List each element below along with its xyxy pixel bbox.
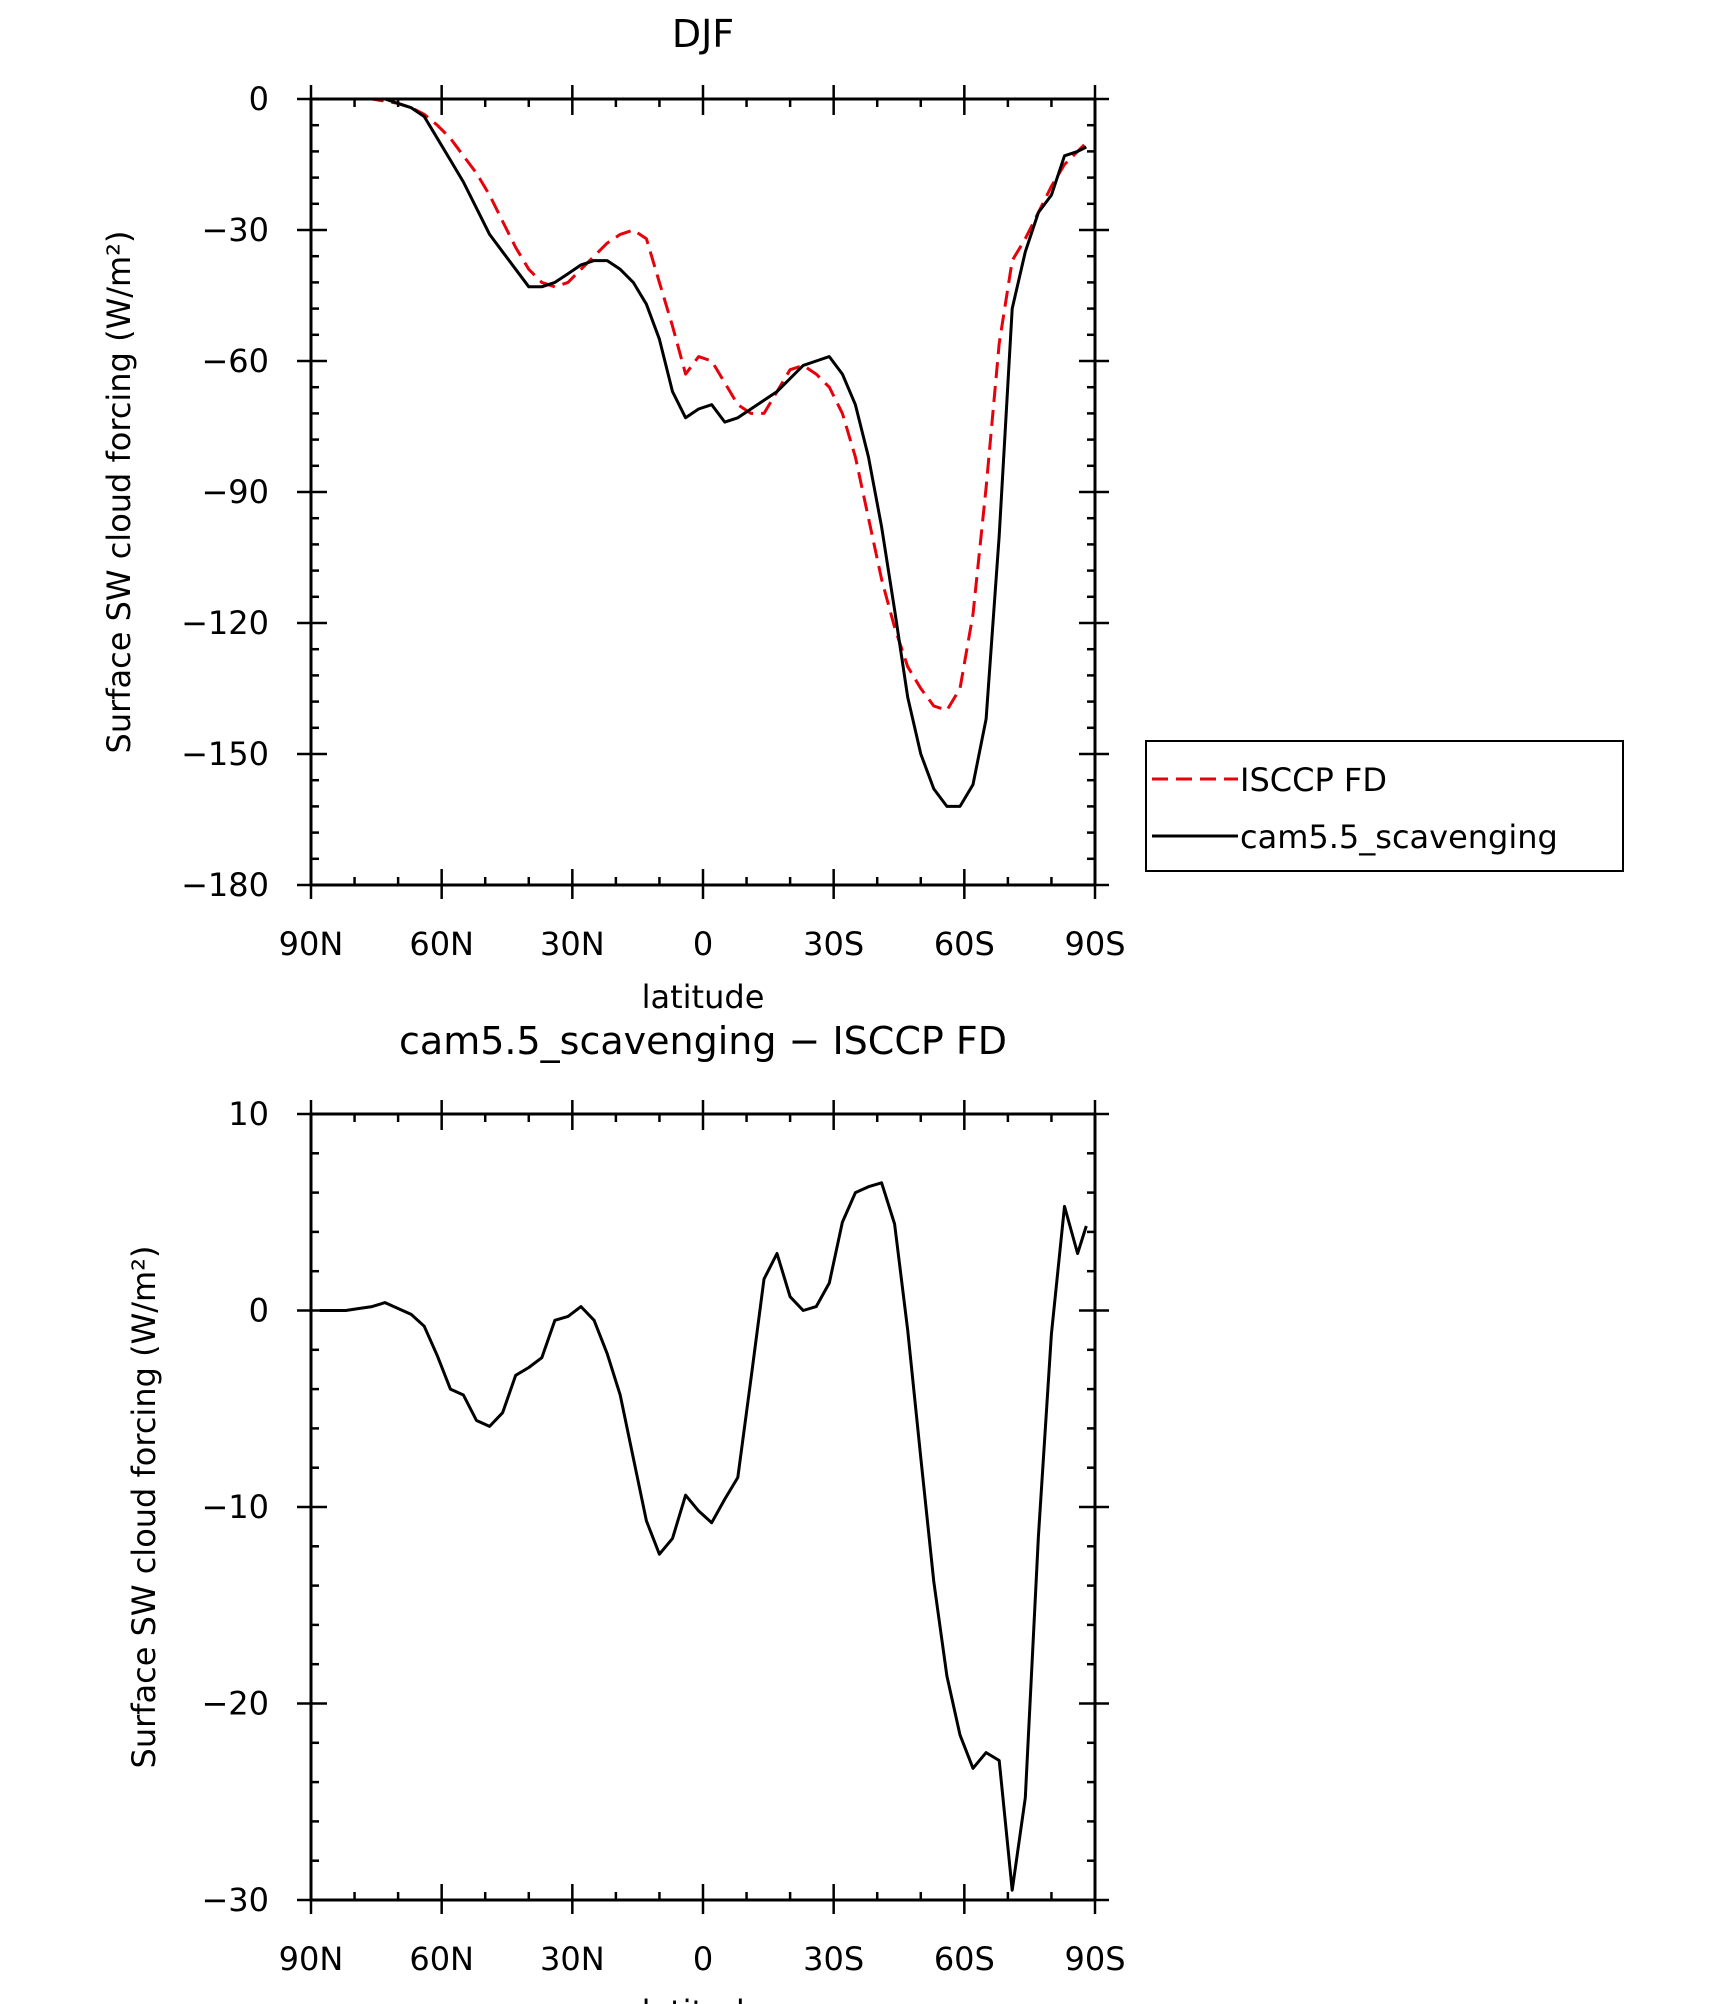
legend-entry-label: ISCCP FD — [1240, 761, 1387, 799]
series-line-0 — [319, 1181, 1088, 1892]
x-tick-label: 30N — [540, 925, 605, 963]
y-tick-label: −150 — [181, 735, 269, 773]
plot-frame — [309, 1112, 1097, 1902]
x-tick-label: 30N — [540, 1940, 605, 1978]
y-tick-label: 10 — [228, 1095, 269, 1133]
y-axis-label: Surface SW cloud forcing (W/m²) — [125, 1246, 163, 1769]
chart-title: DJF — [672, 12, 734, 56]
x-tick-label: 30S — [803, 925, 864, 963]
x-tick-label: 60N — [409, 1940, 474, 1978]
y-tick-label: −90 — [201, 473, 269, 511]
y-tick-label: −10 — [201, 1488, 269, 1526]
y-tick-label: 0 — [249, 80, 269, 118]
y-tick-label: −20 — [201, 1685, 269, 1723]
x-tick-label: 90S — [1064, 925, 1125, 963]
legend-box — [1145, 740, 1624, 872]
legend-entry-label: cam5.5_scavenging — [1240, 818, 1558, 856]
x-tick-label: 60S — [934, 1940, 995, 1978]
x-tick-label: 0 — [693, 925, 713, 963]
series-line-cam5-5-scavenging — [319, 97, 1087, 808]
y-tick-label: −30 — [201, 211, 269, 249]
top-panel: DJF 90N 60N 30N 0 30S 60S 90S 0 −30 −60 −90 −120 −150… — [100, 12, 1624, 1016]
x-axis-label: latitude — [642, 978, 765, 1016]
chart-title: cam5.5_scavenging − ISCCP FD — [399, 1019, 1007, 1063]
x-axis-label: latitude — [642, 1993, 765, 2004]
x-tick-label: 0 — [693, 1940, 713, 1978]
x-tick-label: 90N — [279, 925, 344, 963]
bottom-panel: cam5.5_scavenging − ISCCP FD 90N 60N 30N 0 30… — [125, 1019, 1126, 2004]
y-tick-label: −180 — [181, 866, 269, 904]
x-tick-label: 30S — [803, 1940, 864, 1978]
y-axis-label: Surface SW cloud forcing (W/m²) — [100, 231, 138, 754]
y-tick-label: 0 — [249, 1292, 269, 1330]
y-tick-label: −120 — [181, 604, 269, 642]
x-tick-label: 90S — [1064, 1940, 1125, 1978]
series-line-isccp-fd — [319, 97, 1088, 712]
y-tick-label: −60 — [201, 342, 269, 380]
x-tick-label: 60N — [409, 925, 474, 963]
x-tick-label: 90N — [279, 1940, 344, 1978]
x-tick-label: 60S — [934, 925, 995, 963]
y-tick-label: −30 — [201, 1881, 269, 1919]
